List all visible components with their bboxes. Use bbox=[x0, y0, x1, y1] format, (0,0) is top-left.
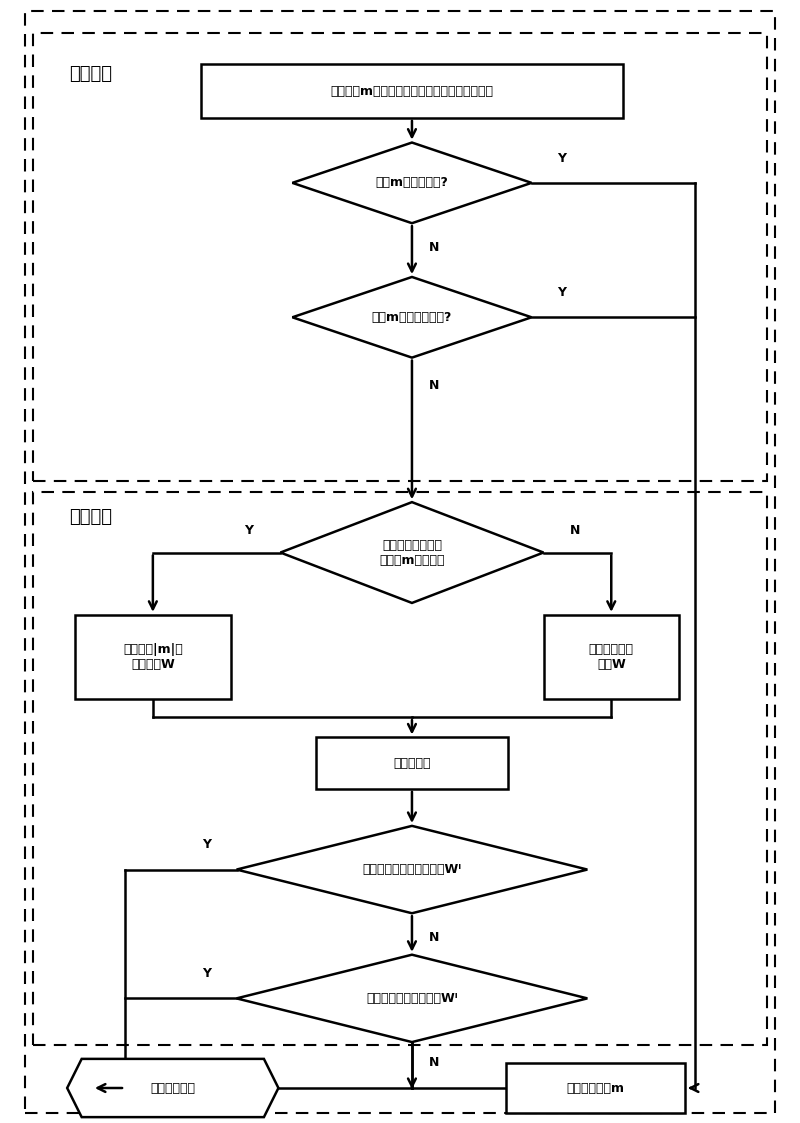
Polygon shape bbox=[67, 1059, 278, 1117]
Text: 读取报文m请求信息并与节点存储器中报文比较: 读取报文m请求信息并与节点存储器中报文比较 bbox=[330, 84, 494, 98]
FancyBboxPatch shape bbox=[75, 614, 230, 699]
Polygon shape bbox=[237, 955, 587, 1042]
Text: 报文m优先级最低?: 报文m优先级最低? bbox=[375, 176, 448, 190]
Polygon shape bbox=[237, 825, 587, 913]
Text: 报文m路由最迟可用?: 报文m路由最迟可用? bbox=[372, 311, 452, 323]
FancyBboxPatch shape bbox=[543, 614, 679, 699]
Text: 读取路由表: 读取路由表 bbox=[394, 757, 430, 769]
Text: Y: Y bbox=[202, 839, 210, 851]
Text: Y: Y bbox=[558, 286, 566, 299]
Text: 生成大于|m|的
报文集合W: 生成大于|m|的 报文集合W bbox=[123, 642, 182, 670]
Polygon shape bbox=[281, 502, 543, 603]
Polygon shape bbox=[292, 277, 531, 357]
Text: 筛选出最迟可用路由报文Wᴵ: 筛选出最迟可用路由报文Wᴵ bbox=[362, 864, 462, 876]
Text: 选择目标节点: 选择目标节点 bbox=[150, 1081, 195, 1095]
Text: Y: Y bbox=[558, 152, 566, 165]
Polygon shape bbox=[292, 143, 531, 223]
Text: 筛选出最长生存期报文Wᴵ: 筛选出最长生存期报文Wᴵ bbox=[366, 992, 458, 1005]
Text: N: N bbox=[429, 1056, 439, 1069]
FancyBboxPatch shape bbox=[506, 1062, 685, 1113]
FancyBboxPatch shape bbox=[316, 738, 508, 788]
Text: Y: Y bbox=[244, 523, 253, 537]
Text: 拒绝接收报文m: 拒绝接收报文m bbox=[566, 1081, 624, 1095]
Text: N: N bbox=[429, 380, 439, 392]
Text: 生成所有报文
集合W: 生成所有报文 集合W bbox=[589, 642, 634, 670]
Text: N: N bbox=[429, 241, 439, 254]
Text: 选择策略: 选择策略 bbox=[69, 65, 112, 83]
Text: Y: Y bbox=[202, 967, 210, 980]
Text: 节点存储器中存在
比报文m大的报文: 节点存储器中存在 比报文m大的报文 bbox=[379, 539, 445, 566]
FancyBboxPatch shape bbox=[201, 64, 623, 118]
Text: N: N bbox=[429, 931, 439, 944]
Text: N: N bbox=[570, 523, 581, 537]
Text: 筛选策略: 筛选策略 bbox=[69, 508, 112, 526]
